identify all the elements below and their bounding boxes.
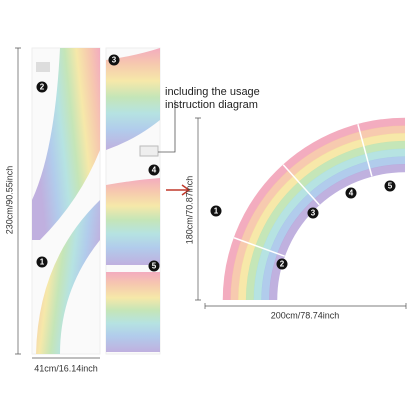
- piece-number: 3: [311, 209, 316, 218]
- piece-badge: [148, 164, 160, 176]
- piece-number: 5: [388, 182, 393, 191]
- dimension-line: [15, 47, 21, 355]
- piece-badge: [384, 180, 396, 192]
- piece-badge: [276, 258, 288, 270]
- stripe: [230, 125, 406, 301]
- dimension-label: 180cm/70.87inch: [184, 176, 194, 245]
- piece-number: 3: [112, 56, 117, 65]
- piece-number: 4: [152, 166, 157, 175]
- badges: 1 2 3 4 5 1 2 3 4 5: [36, 54, 396, 272]
- seam: [233, 237, 285, 257]
- piece: [106, 48, 160, 150]
- piece-badge: [108, 54, 120, 66]
- seam: [282, 164, 320, 206]
- piece: [106, 272, 160, 352]
- leader-line: [158, 100, 176, 153]
- piece-badge: [36, 81, 48, 93]
- piece-badge: [148, 260, 160, 272]
- piece: [32, 48, 100, 240]
- dimension-label: 230cm/90.55inch: [4, 166, 14, 235]
- piece: [36, 200, 100, 354]
- piece-number: 2: [40, 83, 45, 92]
- stripe: [238, 133, 406, 301]
- piece-number: 2: [280, 260, 285, 269]
- stripe: [261, 156, 406, 301]
- piece-badge: [307, 207, 319, 219]
- piece-number: 5: [152, 262, 157, 271]
- piece-badge: [345, 187, 357, 199]
- dimension-label: 200cm/78.74inch: [271, 310, 340, 320]
- piece-number: 1: [40, 258, 45, 267]
- note: including the usage: [165, 86, 260, 98]
- dimension-line: [195, 117, 201, 301]
- dimension-line: [204, 303, 407, 309]
- stripe: [245, 140, 406, 301]
- instruction-thumbnail: [139, 145, 159, 157]
- piece: [106, 178, 160, 265]
- stripe: [269, 164, 406, 301]
- piece-number: 1: [214, 207, 219, 216]
- piece-number: 4: [349, 189, 354, 198]
- stripe: [253, 148, 406, 301]
- stripe: [222, 117, 406, 301]
- note: instruction diagram: [165, 99, 258, 111]
- label-sticker: [36, 62, 50, 72]
- piece-badge: [36, 256, 48, 268]
- piece-badge: [210, 205, 222, 217]
- rainbow: [222, 117, 406, 301]
- dimension-label: 41cm/16.14inch: [34, 363, 98, 373]
- seam: [357, 124, 373, 177]
- arrow: [166, 184, 191, 196]
